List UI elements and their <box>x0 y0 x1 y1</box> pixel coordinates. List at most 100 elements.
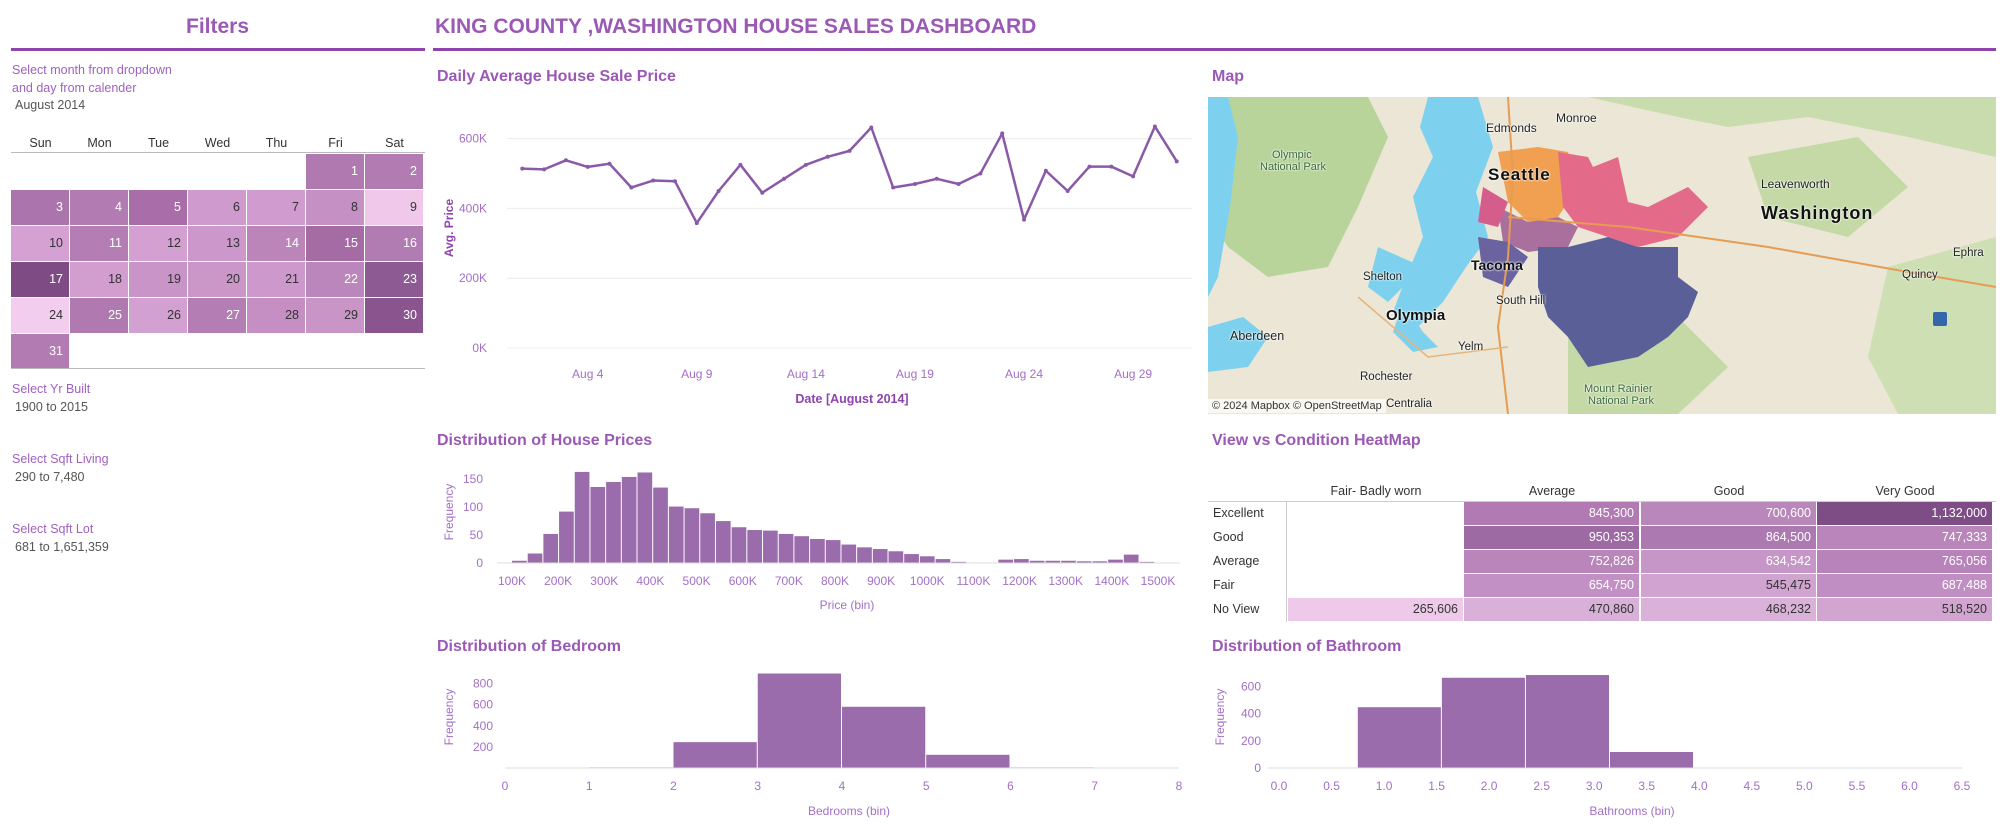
heatmap-col-header: Average <box>1528 484 1576 498</box>
price-hist-xtick: 100K <box>498 574 526 588</box>
bath-hist-xtick: 1.5 <box>1428 779 1445 793</box>
calendar-day-1[interactable]: 1 <box>306 154 364 189</box>
calendar-day-25[interactable]: 25 <box>70 298 128 333</box>
line-chart-point <box>1065 188 1070 193</box>
calendar-day-15[interactable]: 15 <box>306 226 364 261</box>
bedroom-histogram[interactable]: 200 400 600 800 0 1 2 3 4 5 6 7 8 Frequency Bedrooms (… <box>437 665 1202 825</box>
map-forest-olympic <box>1208 97 1388 277</box>
heatmap-cell[interactable]: 845,300 <box>1464 502 1639 525</box>
calendar-day-7[interactable]: 7 <box>247 190 305 225</box>
bath-hist-xtick: 3.5 <box>1638 779 1655 793</box>
calendar-day-3[interactable]: 3 <box>11 190 69 225</box>
price-hist-bar <box>1045 560 1061 563</box>
heatmap-cell[interactable]: 634,542 <box>1641 550 1816 573</box>
price-hist-xtick: 1500K <box>1141 574 1176 588</box>
line-chart-xtick: Aug 19 <box>896 367 934 381</box>
bath-hist-xtick: 5.0 <box>1796 779 1813 793</box>
heatmap-title: View vs Condition HeatMap <box>1212 432 1421 449</box>
calendar-day-13[interactable]: 13 <box>188 226 246 261</box>
map-road-i90 <box>1507 216 1996 288</box>
view-condition-heatmap[interactable]: Fair- Badly worn Average Good Very Good Exce… <box>1208 480 1996 625</box>
price-hist-bar <box>951 561 966 563</box>
calendar-day-30[interactable]: 30 <box>365 298 423 333</box>
daily-avg-price-line-chart[interactable]: 0K 200K 400K 600K Aug 4 Aug 9 Aug 14 Aug 19 Aug … <box>437 100 1202 415</box>
heatmap-cell[interactable]: 1,132,000 <box>1817 502 1992 525</box>
sqft-lot-filter[interactable]: 681 to 1,651,359 <box>15 540 109 554</box>
calendar-day-27[interactable]: 27 <box>188 298 246 333</box>
calendar-day-20[interactable]: 20 <box>188 262 246 297</box>
filters-title: Filters <box>186 15 250 38</box>
calendar-day-4[interactable]: 4 <box>70 190 128 225</box>
calendar-day-26[interactable]: 26 <box>129 298 187 333</box>
heatmap-cell[interactable]: 864,500 <box>1641 526 1816 549</box>
price-hist-bar <box>1108 559 1123 563</box>
calendar-day-18[interactable]: 18 <box>70 262 128 297</box>
house-price-histogram[interactable]: 0 50 100 150 100K 200K 300K 400K 500K 600K 700K 800… <box>437 460 1202 620</box>
calendar-day-31[interactable]: 31 <box>11 334 69 369</box>
heatmap-col-header: Fair- Badly worn <box>1330 484 1422 498</box>
calendar-day-10[interactable]: 10 <box>11 226 69 261</box>
line-chart-xtick: Aug 9 <box>681 367 713 381</box>
calendar-day-14[interactable]: 14 <box>247 226 305 261</box>
calendar-weekday-sat: Sat <box>385 136 404 150</box>
calendar-day-22[interactable]: 22 <box>306 262 364 297</box>
month-dropdown[interactable]: August 2014 <box>15 98 86 112</box>
map-label-edmonds: Edmonds <box>1486 121 1537 135</box>
heatmap-row-header: Good <box>1213 530 1244 544</box>
heatmap-cell[interactable]: 545,475 <box>1641 574 1816 597</box>
bed-hist-xtick: 0 <box>502 779 509 793</box>
heatmap-cell[interactable]: 265,606 <box>1288 598 1463 621</box>
bath-hist-ylabel: Frequency <box>1213 689 1227 746</box>
calendar-day-5[interactable]: 5 <box>129 190 187 225</box>
calendar-day-2[interactable]: 2 <box>365 154 423 189</box>
bath-hist-xtick: 4.5 <box>1744 779 1761 793</box>
calendar-day-11[interactable]: 11 <box>70 226 128 261</box>
calendar-day-23[interactable]: 23 <box>365 262 423 297</box>
calendar-day-12[interactable]: 12 <box>129 226 187 261</box>
calendar-day-6[interactable]: 6 <box>188 190 246 225</box>
yr-built-filter[interactable]: 1900 to 2015 <box>15 400 88 414</box>
heatmap-row-header: Fair <box>1213 578 1235 592</box>
bath-hist-xtick: 6.5 <box>1954 779 1971 793</box>
heatmap-cell[interactable]: 470,860 <box>1464 598 1639 621</box>
heatmap-cell[interactable]: 950,353 <box>1464 526 1639 549</box>
heatmap-cell[interactable]: 654,750 <box>1464 574 1639 597</box>
price-hist-ytick: 150 <box>463 472 483 486</box>
line-chart-point <box>694 221 699 226</box>
bathroom-histogram[interactable]: 0 200 400 600 0.0 0.5 1.0 1.5 2.0 2.5 3.0 3.5 4.0 4.5… <box>1208 665 1996 825</box>
calendar-day-8[interactable]: 8 <box>306 190 364 225</box>
heatmap-cell[interactable]: 765,056 <box>1817 550 1992 573</box>
price-hist-bar <box>888 551 904 563</box>
map-region-south-king <box>1538 237 1698 367</box>
heatmap-cell[interactable]: 747,333 <box>1817 526 1992 549</box>
price-hist-bar <box>1139 561 1155 563</box>
heatmap-cell[interactable]: 752,826 <box>1464 550 1639 573</box>
price-hist-bar <box>1029 560 1045 563</box>
map-region-southwest-king <box>1478 237 1528 287</box>
price-hist-bar <box>606 481 621 563</box>
price-hist-bar <box>747 530 763 563</box>
heatmap-cell[interactable]: 468,232 <box>1641 598 1816 621</box>
calendar-day-28[interactable]: 28 <box>247 298 305 333</box>
price-hist-xtick: 400K <box>636 574 664 588</box>
calendar-day-17[interactable]: 17 <box>11 262 69 297</box>
heatmap-col-header: Very Good <box>1875 484 1935 498</box>
sqft-lot-label: Select Sqft Lot <box>12 522 94 536</box>
calendar-day-19[interactable]: 19 <box>129 262 187 297</box>
calendar-day-29[interactable]: 29 <box>306 298 364 333</box>
price-hist-bar <box>1061 560 1076 563</box>
calendar-day-16[interactable]: 16 <box>365 226 423 261</box>
map-label-olympia: Olympia <box>1386 307 1446 324</box>
bath-hist-xtick: 5.5 <box>1849 779 1866 793</box>
heatmap-cell[interactable]: 518,520 <box>1817 598 1992 621</box>
calendar-day-24[interactable]: 24 <box>11 298 69 333</box>
calendar-day-21[interactable]: 21 <box>247 262 305 297</box>
calendar-day-9[interactable]: 9 <box>365 190 423 225</box>
sqft-living-filter[interactable]: 290 to 7,480 <box>15 470 85 484</box>
line-chart-point <box>1000 131 1005 136</box>
map-view[interactable]: Monroe Edmonds Olympic National Park Leavenw… <box>1208 97 1996 414</box>
heatmap-cell[interactable]: 687,488 <box>1817 574 1992 597</box>
line-chart-point <box>803 162 808 167</box>
line-chart-point <box>651 178 656 183</box>
heatmap-cell[interactable]: 700,600 <box>1641 502 1816 525</box>
